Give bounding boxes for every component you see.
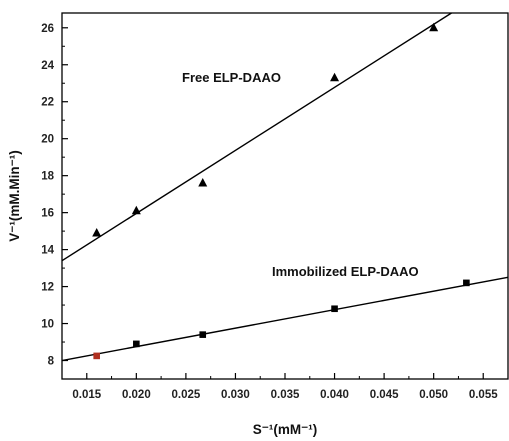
free-data-point <box>330 72 340 82</box>
y-axis-title: V⁻¹(mM.Min⁻¹) <box>7 150 22 241</box>
immobilized-data-point <box>199 331 207 338</box>
series-label-free: Free ELP-DAAO <box>182 70 281 85</box>
x-tick-label: 0.050 <box>419 389 448 401</box>
immobilized-data-point <box>463 279 470 287</box>
x-tick-label: 0.035 <box>271 389 300 401</box>
y-tick-label: 16 <box>41 208 54 220</box>
y-tick-label: 18 <box>41 171 54 183</box>
data-points <box>92 22 470 360</box>
x-tick-label: 0.025 <box>171 389 200 401</box>
free-data-point <box>429 22 439 32</box>
y-tick-label: 12 <box>41 282 54 294</box>
y-tick-label: 8 <box>48 356 55 368</box>
immobilized-data-point <box>133 340 140 348</box>
immobilized-data-point <box>331 305 338 313</box>
y-tick-label: 14 <box>41 245 54 257</box>
immobilized-data-point <box>93 352 100 360</box>
y-tick-label: 20 <box>41 134 54 146</box>
y-tick-label: 26 <box>41 23 54 35</box>
x-tick-label: 0.020 <box>122 389 151 401</box>
plot-frame <box>61 12 509 380</box>
x-tick-label: 0.015 <box>72 389 101 401</box>
x-tick-label: 0.030 <box>221 389 250 401</box>
free-data-point <box>198 178 208 187</box>
immobilized-fit-line <box>61 276 509 362</box>
y-tick-label: 22 <box>41 97 54 109</box>
y-tick-label: 24 <box>41 60 54 72</box>
x-axis-ticks: 0.015 0.020 0.025 0.030 0.035 0.040 0.045 0.050… <box>61 373 509 401</box>
x-tick-label: 0.045 <box>370 389 399 401</box>
free-data-point <box>92 227 102 237</box>
x-axis-title: S⁻¹(mM⁻¹) <box>253 422 318 437</box>
free-data-point <box>131 205 141 215</box>
x-tick-label: 0.040 <box>320 389 349 401</box>
x-tick-label: 0.055 <box>469 389 498 401</box>
y-axis-ticks: 8 10 12 14 16 18 20 22 24 26 <box>41 23 68 368</box>
y-tick-label: 10 <box>41 319 54 331</box>
free-fit-line <box>61 12 452 262</box>
series-label-immobilized: Immobilized ELP-DAAO <box>272 264 419 279</box>
fit-lines <box>61 12 509 362</box>
